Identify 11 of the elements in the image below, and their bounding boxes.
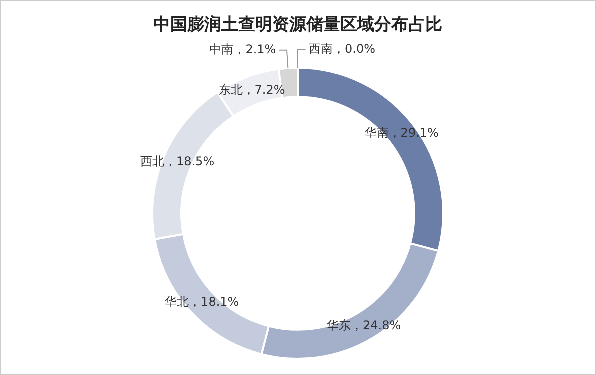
data-label: ，18.1% [189,294,240,309]
data-label: ，7.2% [242,83,286,98]
data-label: ，18.5% [164,154,215,168]
category-label: 西南 [309,42,333,56]
chart-title: 中国膨润土查明资源储量区域分布占比 [152,14,444,36]
slice-label: 华北 [165,294,190,309]
text: ，0.0% [333,42,376,56]
data-label: ，2.1% [234,42,276,56]
slice-label: 东北 [218,83,243,98]
slice-label: 中南 [210,42,234,56]
slice-label: 西北 [140,154,164,168]
